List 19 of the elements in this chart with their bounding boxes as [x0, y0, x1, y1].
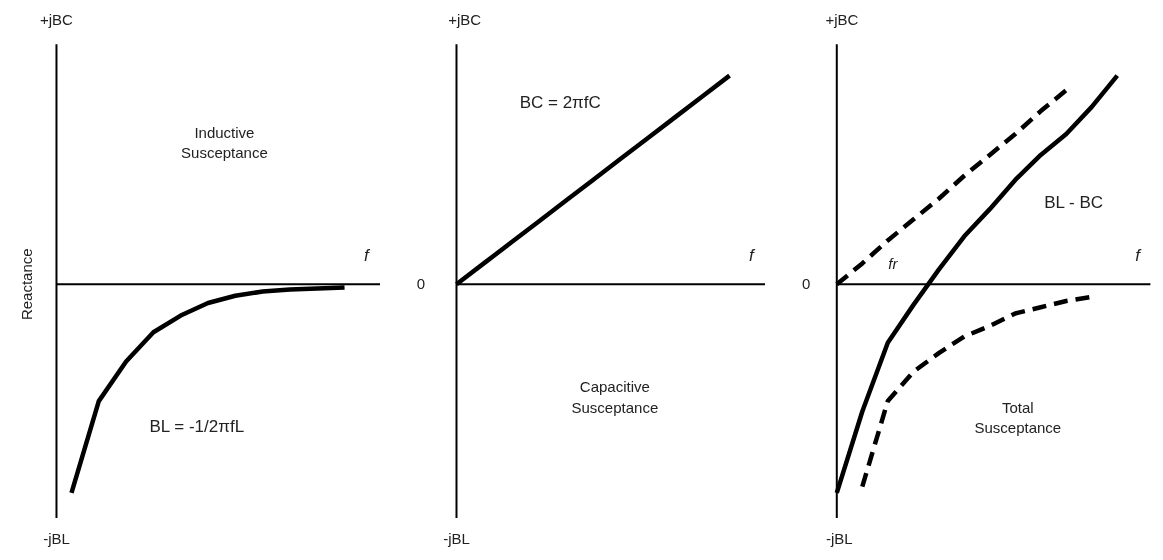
text: -jBL — [443, 530, 470, 548]
text: -jBL — [43, 530, 70, 548]
annotation: fr — [888, 254, 899, 272]
text: BL = -1/2πfL — [149, 416, 245, 436]
text: +jBC — [825, 10, 859, 28]
x-axis-title: f — [1135, 245, 1143, 265]
y-axis-title: Reactance — [17, 248, 35, 321]
text: Inductive Susceptance — [181, 123, 268, 162]
text: 0 — [802, 275, 811, 293]
text: BC = 2πfC — [519, 93, 601, 113]
text: 0 — [416, 275, 426, 293]
x-axis-title: f — [364, 245, 372, 265]
x-axis-title: f — [749, 245, 757, 265]
annotation: Total Susceptance — [974, 399, 1062, 437]
text: -jBL — [826, 530, 853, 548]
text: +jBC — [448, 10, 482, 28]
text: +jBC — [40, 10, 74, 28]
text: Capacitive Susceptance — [571, 378, 659, 416]
series-label: BL - BC — [1044, 193, 1104, 213]
